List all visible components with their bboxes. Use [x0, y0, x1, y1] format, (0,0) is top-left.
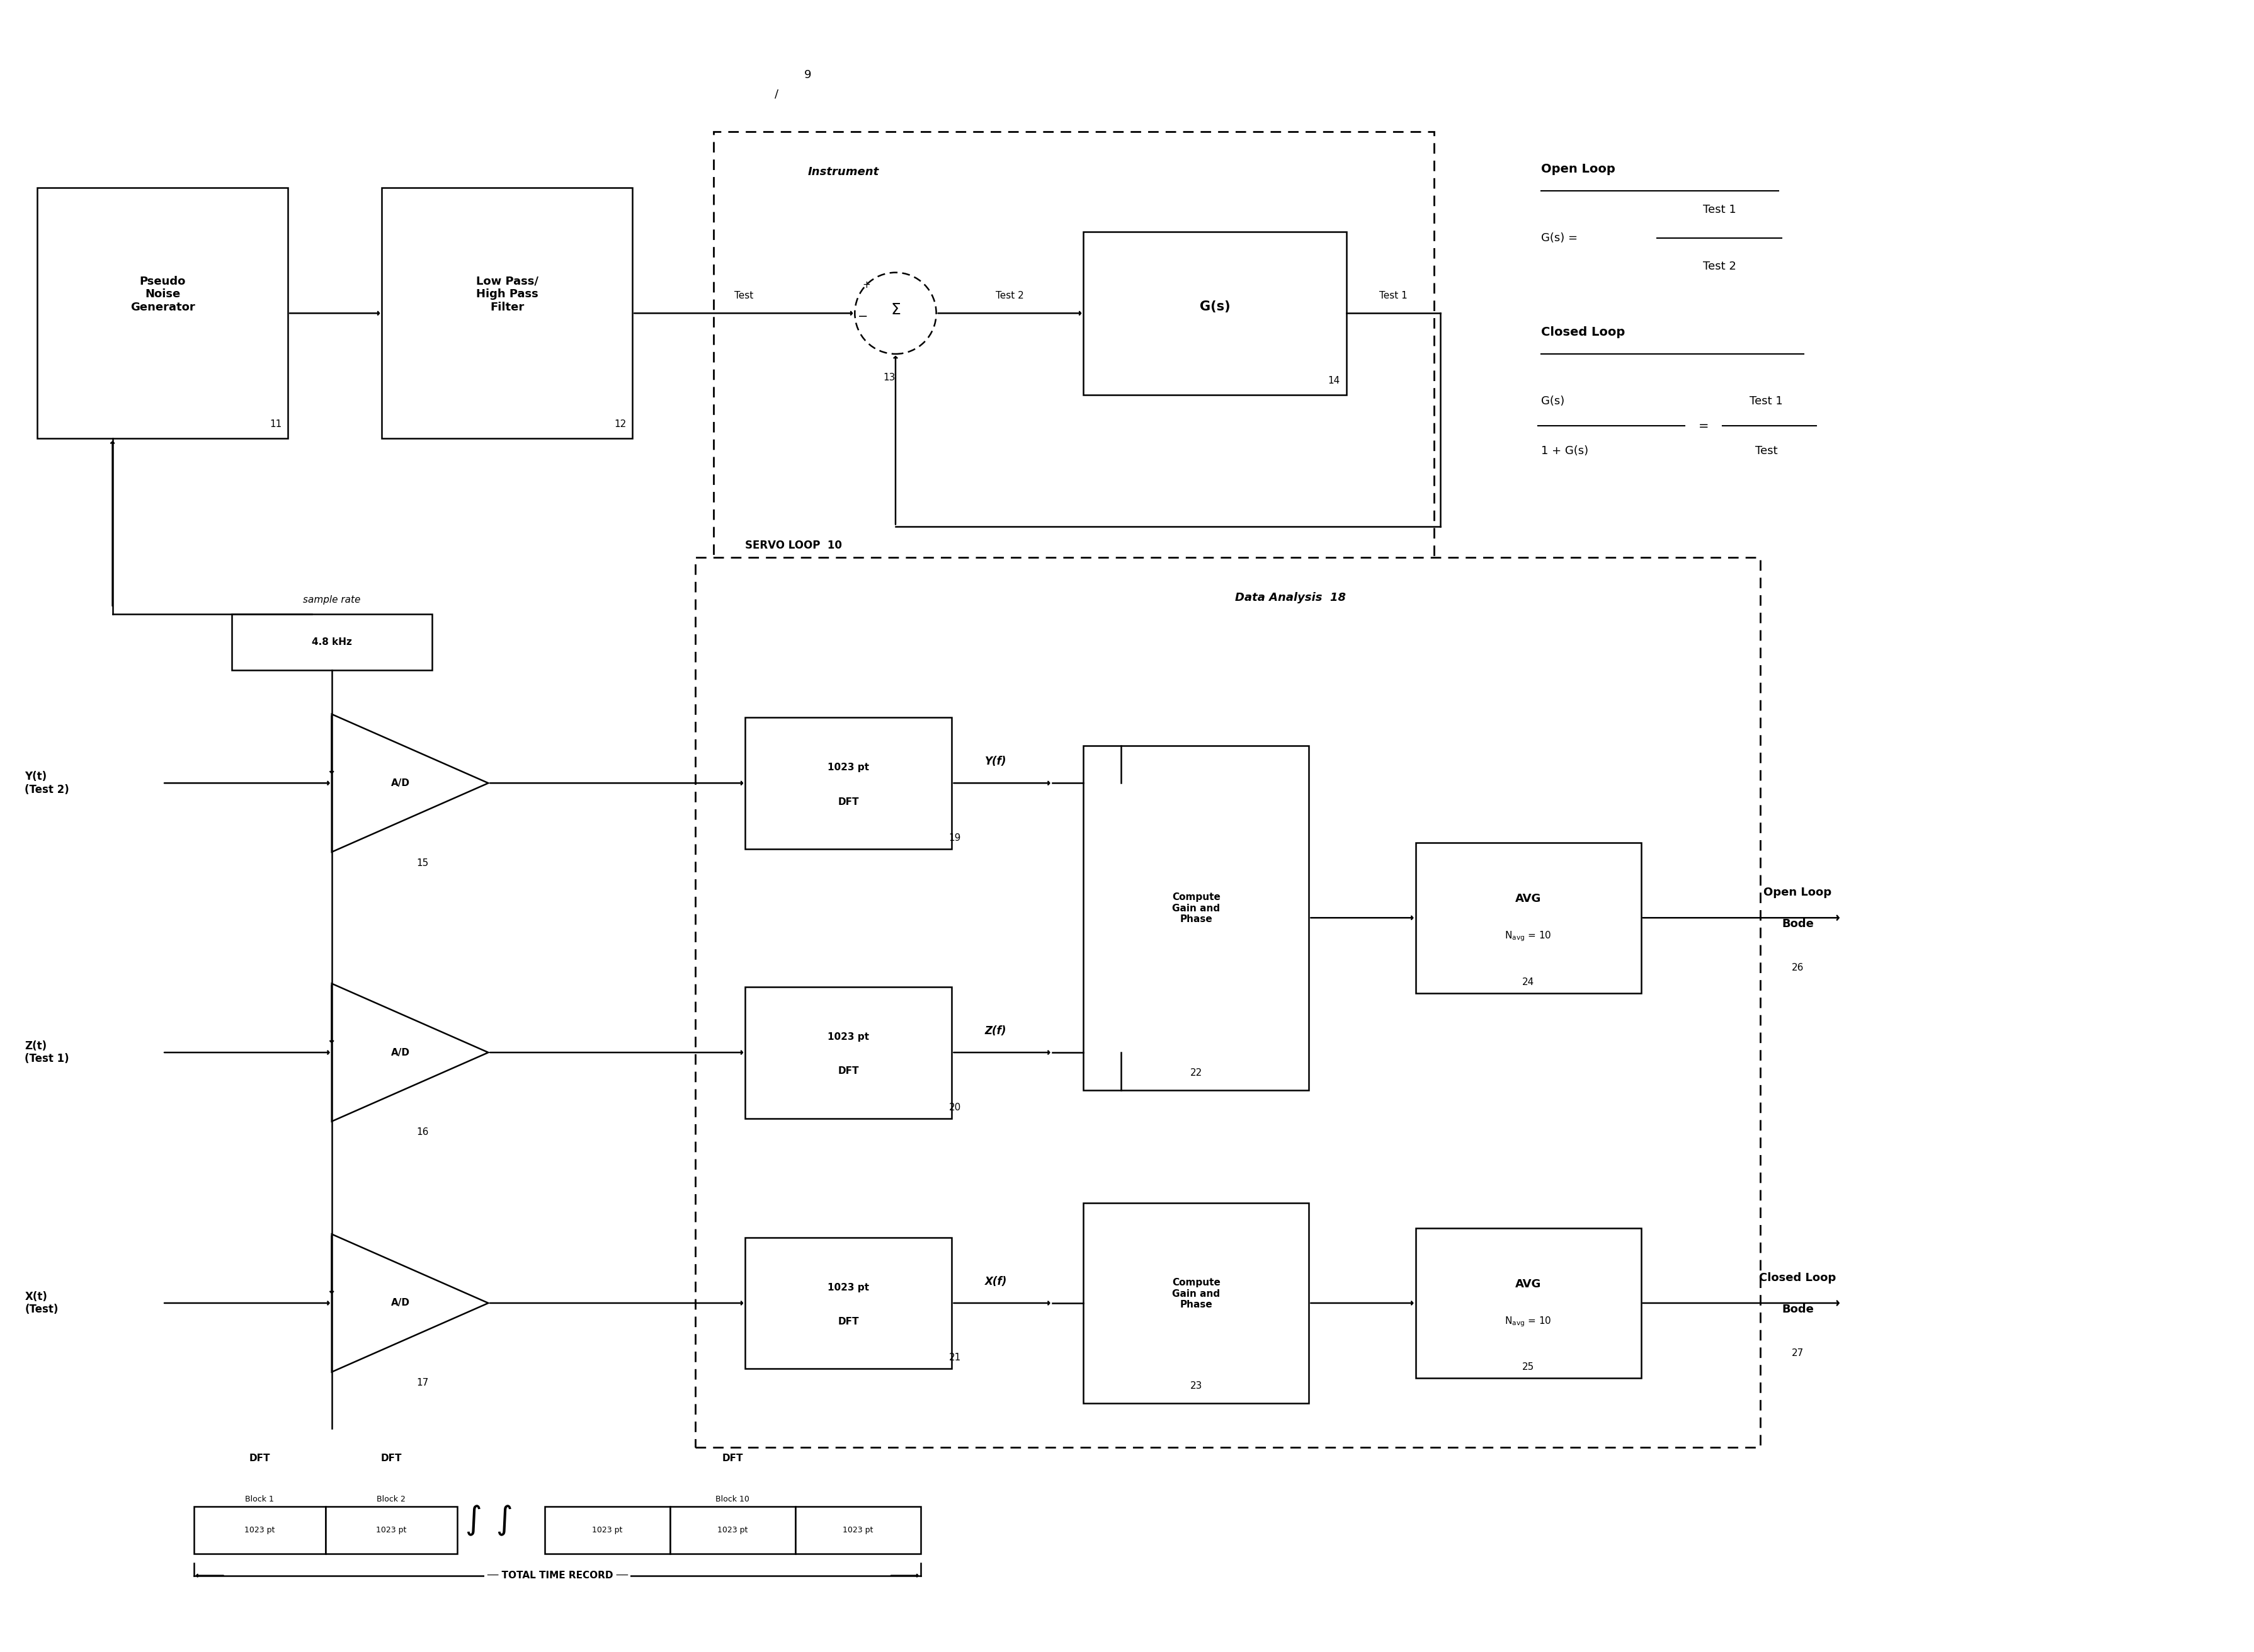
- FancyBboxPatch shape: [796, 1507, 920, 1553]
- Text: 25: 25: [1521, 1363, 1535, 1371]
- Text: 1023 pt: 1023 pt: [843, 1526, 872, 1535]
- Text: 1023 pt: 1023 pt: [243, 1526, 275, 1535]
- FancyBboxPatch shape: [746, 717, 951, 849]
- FancyBboxPatch shape: [381, 188, 631, 438]
- Text: Bode: Bode: [1781, 919, 1812, 930]
- FancyBboxPatch shape: [38, 188, 289, 438]
- Text: 19: 19: [949, 833, 960, 843]
- Text: Test 1: Test 1: [1749, 395, 1783, 406]
- Text: X(t)
(Test): X(t) (Test): [25, 1290, 59, 1315]
- Text: 15: 15: [417, 859, 428, 867]
- Text: 23: 23: [1190, 1381, 1201, 1391]
- Text: 26: 26: [1792, 963, 1803, 973]
- Text: DFT: DFT: [721, 1454, 744, 1462]
- FancyBboxPatch shape: [325, 1507, 458, 1553]
- Text: A/D: A/D: [392, 778, 410, 788]
- Text: G(s) =: G(s) =: [1539, 233, 1578, 244]
- Text: 17: 17: [417, 1378, 428, 1388]
- Text: Block 1: Block 1: [246, 1495, 275, 1503]
- Text: G(s): G(s): [1539, 395, 1564, 406]
- Text: SERVO LOOP  10: SERVO LOOP 10: [746, 540, 841, 552]
- Text: 12: 12: [613, 420, 627, 430]
- Text: Closed Loop: Closed Loop: [1539, 325, 1625, 339]
- Text: Z(t)
(Test 1): Z(t) (Test 1): [25, 1041, 70, 1064]
- Text: DFT: DFT: [838, 1317, 859, 1327]
- FancyBboxPatch shape: [194, 1507, 325, 1553]
- Text: 16: 16: [417, 1128, 428, 1137]
- Text: 9: 9: [805, 69, 811, 81]
- Text: 24: 24: [1521, 978, 1535, 986]
- Text: 1 + G(s): 1 + G(s): [1539, 446, 1587, 456]
- Text: =: =: [1697, 420, 1709, 431]
- Text: Compute
Gain and
Phase: Compute Gain and Phase: [1172, 1279, 1219, 1310]
- Text: Test 2: Test 2: [1702, 261, 1736, 273]
- Text: 22: 22: [1190, 1069, 1201, 1077]
- Text: 4.8 kHz: 4.8 kHz: [311, 638, 352, 648]
- Text: G(s): G(s): [1199, 301, 1231, 314]
- FancyBboxPatch shape: [746, 1237, 951, 1370]
- Text: DFT: DFT: [838, 798, 859, 806]
- Text: A/D: A/D: [392, 1298, 410, 1308]
- Text: Y(f): Y(f): [985, 757, 1005, 768]
- FancyBboxPatch shape: [545, 1507, 669, 1553]
- Text: Block 10: Block 10: [715, 1495, 748, 1503]
- Text: 1023 pt: 1023 pt: [827, 1282, 870, 1292]
- Text: /: /: [775, 88, 778, 99]
- Text: Pseudo
Noise
Generator: Pseudo Noise Generator: [131, 276, 194, 314]
- Text: +: +: [861, 281, 870, 289]
- Text: 1023 pt: 1023 pt: [827, 763, 870, 771]
- Text: 21: 21: [949, 1353, 960, 1363]
- Text: Closed Loop: Closed Loop: [1758, 1272, 1835, 1284]
- Text: DFT: DFT: [248, 1454, 270, 1462]
- FancyBboxPatch shape: [746, 986, 951, 1118]
- Text: Block 2: Block 2: [376, 1495, 406, 1503]
- Text: 1023 pt: 1023 pt: [593, 1526, 622, 1535]
- Text: Test 1: Test 1: [1702, 205, 1736, 215]
- Text: Test 1: Test 1: [1379, 291, 1406, 301]
- FancyBboxPatch shape: [1416, 843, 1641, 993]
- Text: 13: 13: [884, 373, 895, 382]
- Text: AVG: AVG: [1515, 1279, 1542, 1290]
- Text: Open Loop: Open Loop: [1763, 887, 1830, 899]
- Text: X(f): X(f): [985, 1275, 1008, 1287]
- FancyBboxPatch shape: [1084, 231, 1346, 395]
- Text: 1023 pt: 1023 pt: [376, 1526, 406, 1535]
- Text: $\Sigma$: $\Sigma$: [890, 302, 899, 317]
- Text: $\int$: $\int$: [496, 1503, 512, 1538]
- Text: Data Analysis  18: Data Analysis 18: [1235, 591, 1346, 603]
- FancyBboxPatch shape: [694, 558, 1760, 1447]
- Text: Y(t)
(Test 2): Y(t) (Test 2): [25, 771, 70, 795]
- Text: Compute
Gain and
Phase: Compute Gain and Phase: [1172, 892, 1219, 923]
- FancyBboxPatch shape: [1084, 1203, 1310, 1403]
- Text: sample rate: sample rate: [302, 595, 361, 605]
- FancyBboxPatch shape: [669, 1507, 796, 1553]
- Text: −: −: [859, 311, 868, 322]
- Text: Instrument: Instrument: [807, 165, 879, 177]
- Text: N$_{\mathregular{avg}}$ = 10: N$_{\mathregular{avg}}$ = 10: [1503, 930, 1551, 943]
- Text: 1023 pt: 1023 pt: [717, 1526, 748, 1535]
- Text: 20: 20: [949, 1102, 960, 1112]
- Text: Low Pass/
High Pass
Filter: Low Pass/ High Pass Filter: [476, 276, 539, 314]
- Text: Bode: Bode: [1781, 1303, 1812, 1315]
- FancyBboxPatch shape: [1084, 745, 1310, 1090]
- Text: AVG: AVG: [1515, 894, 1542, 905]
- Text: 14: 14: [1328, 375, 1339, 385]
- FancyBboxPatch shape: [715, 132, 1434, 570]
- Text: ── TOTAL TIME RECORD ──: ── TOTAL TIME RECORD ──: [487, 1571, 627, 1581]
- Text: DFT: DFT: [838, 1067, 859, 1075]
- Text: 1023 pt: 1023 pt: [827, 1032, 870, 1041]
- Text: Test 2: Test 2: [996, 291, 1023, 301]
- Text: N$_{\mathregular{avg}}$ = 10: N$_{\mathregular{avg}}$ = 10: [1503, 1315, 1551, 1328]
- FancyBboxPatch shape: [1416, 1227, 1641, 1378]
- Text: Open Loop: Open Loop: [1539, 164, 1614, 175]
- Text: $\int$: $\int$: [464, 1503, 480, 1538]
- Text: Test: Test: [735, 291, 753, 301]
- Text: Z(f): Z(f): [985, 1026, 1005, 1037]
- Text: 11: 11: [270, 420, 282, 430]
- Text: 27: 27: [1792, 1348, 1803, 1358]
- FancyBboxPatch shape: [232, 615, 433, 671]
- Text: A/D: A/D: [392, 1047, 410, 1057]
- Text: DFT: DFT: [381, 1454, 401, 1462]
- Text: Test: Test: [1754, 446, 1776, 456]
